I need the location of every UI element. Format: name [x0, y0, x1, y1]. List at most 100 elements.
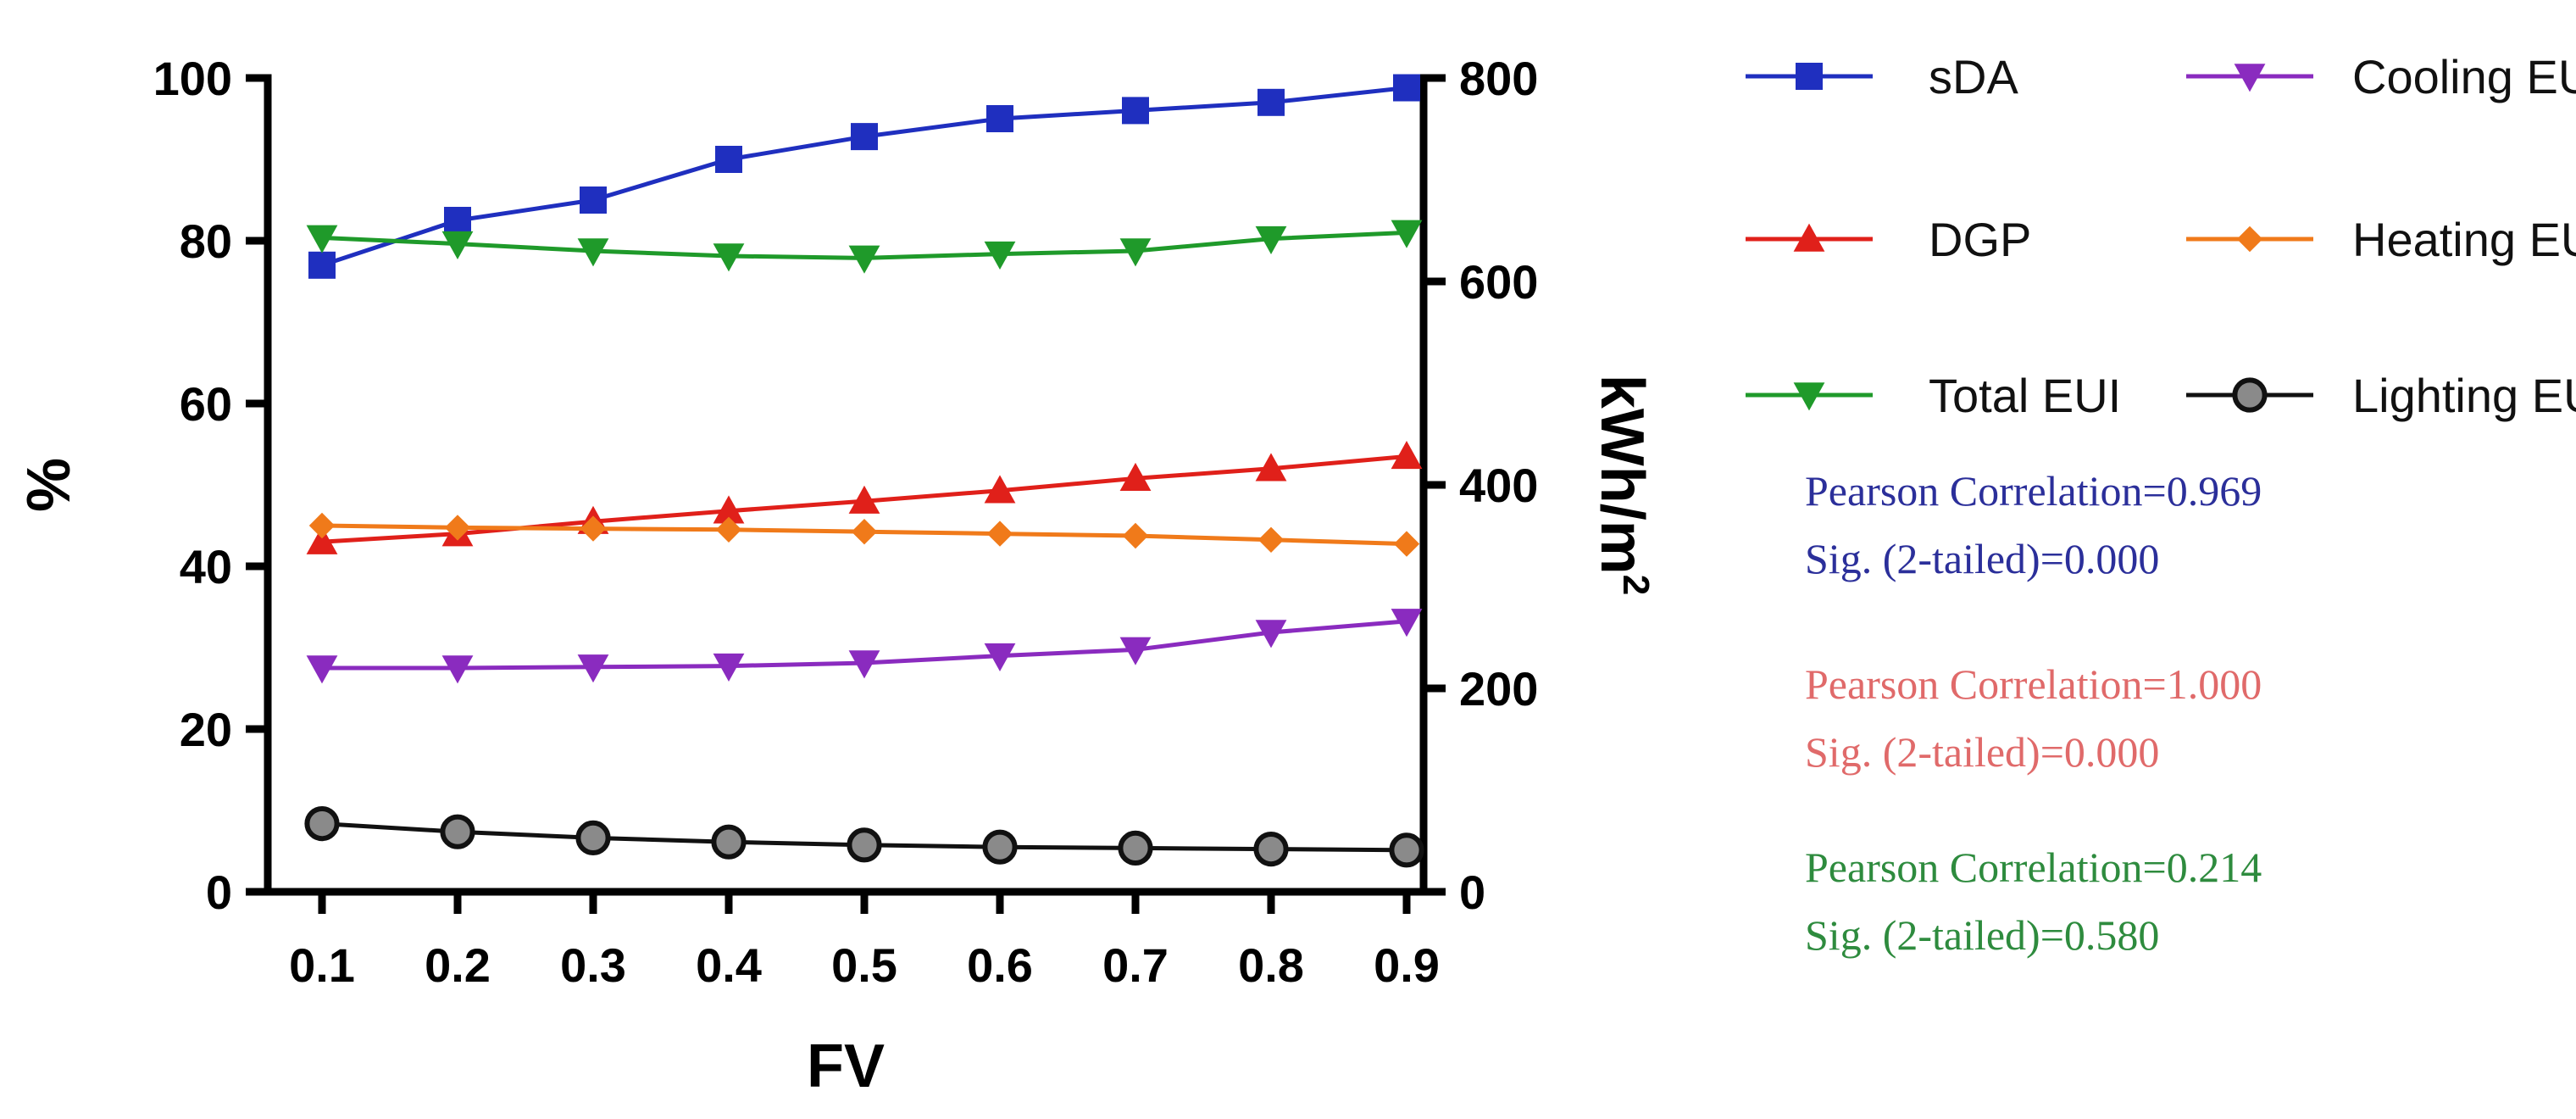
right-y-tick-label: 600	[1459, 255, 1538, 309]
x-tick-label: 0.3	[560, 938, 626, 992]
annotation-line-1: Pearson Correlation=1.000	[1805, 660, 2262, 708]
series-layer	[304, 74, 1424, 868]
lighting-eui-point	[1389, 832, 1424, 868]
total-eui-point	[1255, 225, 1287, 254]
legend-entry-lighting-eui: Lighting EUI	[2186, 369, 2576, 422]
left-y-tick-label: 60	[180, 377, 232, 431]
dgp-point	[1255, 453, 1287, 482]
left-y-tick-label: 40	[180, 540, 232, 593]
sda-point	[851, 123, 878, 151]
annotation-line-2: Sig. (2-tailed)=0.000	[1805, 728, 2159, 776]
axes	[264, 74, 1428, 896]
total-eui-point	[1391, 220, 1423, 248]
legend-heating-eui-point	[2236, 225, 2263, 253]
legend-lighting-eui-point	[2232, 377, 2268, 413]
left-y-ticks: 0 20 40 60 80 100	[153, 52, 268, 919]
legend-entry-dgp: DGP	[1746, 213, 2031, 266]
dgp-point	[1391, 441, 1423, 470]
sda-point	[1122, 97, 1149, 125]
cooling-eui-point	[1391, 609, 1423, 637]
series-heating-eui	[308, 512, 1420, 557]
heating-eui-point	[308, 512, 336, 539]
annotation-line-1: Pearson Correlation=0.969	[1805, 467, 2262, 515]
heating-eui-point	[986, 521, 1013, 547]
heating-eui-point	[715, 516, 742, 543]
cooling-eui-point	[1255, 620, 1287, 649]
legend-label: Cooling EUI	[2352, 50, 2576, 103]
left-y-tick-label: 20	[180, 703, 232, 756]
legend-label: Lighting EUI	[2352, 369, 2576, 422]
left-y-tick-label: 100	[153, 52, 232, 105]
right-y-axis-title-sup: 2	[1615, 575, 1657, 595]
legend: sDA DGP Total EUI Cooling EUI Heating EUI Lig…	[1746, 50, 2576, 422]
x-tick-label: 0.2	[425, 938, 491, 992]
total-eui-point	[306, 225, 338, 253]
annotation-line-2: Sig. (2-tailed)=0.000	[1805, 535, 2159, 582]
heating-eui-point	[444, 515, 471, 541]
cooling-eui-point	[984, 643, 1016, 671]
total-eui-point	[984, 241, 1016, 270]
legend-dgp-point	[1793, 223, 1825, 252]
total-eui-point	[713, 243, 745, 272]
legend-entry-cooling-eui: Cooling EUI	[2186, 50, 2576, 103]
cooling-eui-point	[713, 653, 745, 682]
right-y-tick-label: 200	[1459, 662, 1538, 715]
x-tick-label: 0.4	[696, 938, 762, 992]
x-tick-label: 0.9	[1374, 938, 1440, 992]
x-tick-label: 0.1	[289, 938, 355, 992]
sda-point	[1393, 74, 1420, 102]
legend-entry-sda: sDA	[1746, 50, 2018, 103]
correlation-annotation: Pearson Correlation=1.000 Sig. (2-tailed)…	[1805, 660, 2262, 776]
left-y-axis-title: %	[15, 458, 83, 512]
lighting-eui-point	[304, 806, 340, 842]
x-tick-label: 0.5	[831, 938, 897, 992]
cooling-eui-point	[1119, 637, 1152, 665]
right-y-tick-label: 0	[1459, 866, 1485, 919]
cooling-eui-point	[306, 655, 338, 684]
cooling-eui-point	[577, 654, 609, 683]
lighting-eui-point	[575, 820, 611, 856]
legend-label: sDA	[1929, 50, 2018, 103]
total-eui-point	[577, 238, 609, 267]
annotation-line-1: Pearson Correlation=0.214	[1805, 843, 2262, 891]
right-y-tick-label: 400	[1459, 459, 1538, 512]
legend-label: Total EUI	[1929, 369, 2121, 422]
heating-eui-point	[1122, 522, 1149, 549]
sda-point	[308, 251, 336, 279]
right-y-tick-label: 800	[1459, 52, 1538, 105]
heating-eui-point	[1393, 531, 1420, 557]
lighting-eui-point	[847, 827, 882, 863]
heating-eui-point	[1257, 526, 1285, 553]
sda-point	[580, 186, 607, 214]
sda-point	[444, 207, 471, 234]
legend-cooling-eui-point	[2234, 64, 2266, 92]
sda-point	[715, 146, 742, 173]
lighting-eui-point	[440, 814, 475, 849]
x-ticks: 0.1 0.2 0.3 0.4 0.5 0.6 0.7 0.8 0.9	[289, 892, 1440, 992]
total-eui-point	[848, 245, 880, 274]
legend-total-eui-point	[1793, 382, 1825, 411]
dgp-point	[984, 475, 1016, 504]
dgp-point	[848, 485, 880, 514]
correlation-annotation: Pearson Correlation=0.969 Sig. (2-tailed)…	[1805, 467, 2262, 582]
x-tick-label: 0.6	[967, 938, 1033, 992]
legend-entry-heating-eui: Heating EUI	[2186, 213, 2576, 266]
series-line-sda	[321, 86, 1407, 268]
dgp-point	[306, 526, 338, 554]
dgp-point	[713, 495, 745, 524]
heating-eui-point	[580, 515, 607, 542]
x-tick-label: 0.8	[1238, 938, 1304, 992]
cooling-eui-point	[441, 655, 474, 684]
sda-point	[1257, 88, 1285, 116]
lighting-eui-point	[1118, 830, 1153, 866]
annotation-line-2: Sig. (2-tailed)=0.580	[1805, 911, 2159, 959]
x-axis-title: FV	[807, 1033, 885, 1100]
right-y-axis-title: kWh/m2	[1588, 375, 1657, 596]
series-total-eui	[306, 220, 1423, 274]
heating-eui-point	[851, 519, 878, 545]
sda-point	[986, 105, 1013, 132]
cooling-eui-point	[848, 650, 880, 679]
x-tick-label: 0.7	[1102, 938, 1169, 992]
right-y-axis-title-main: kWh/m	[1588, 375, 1656, 575]
